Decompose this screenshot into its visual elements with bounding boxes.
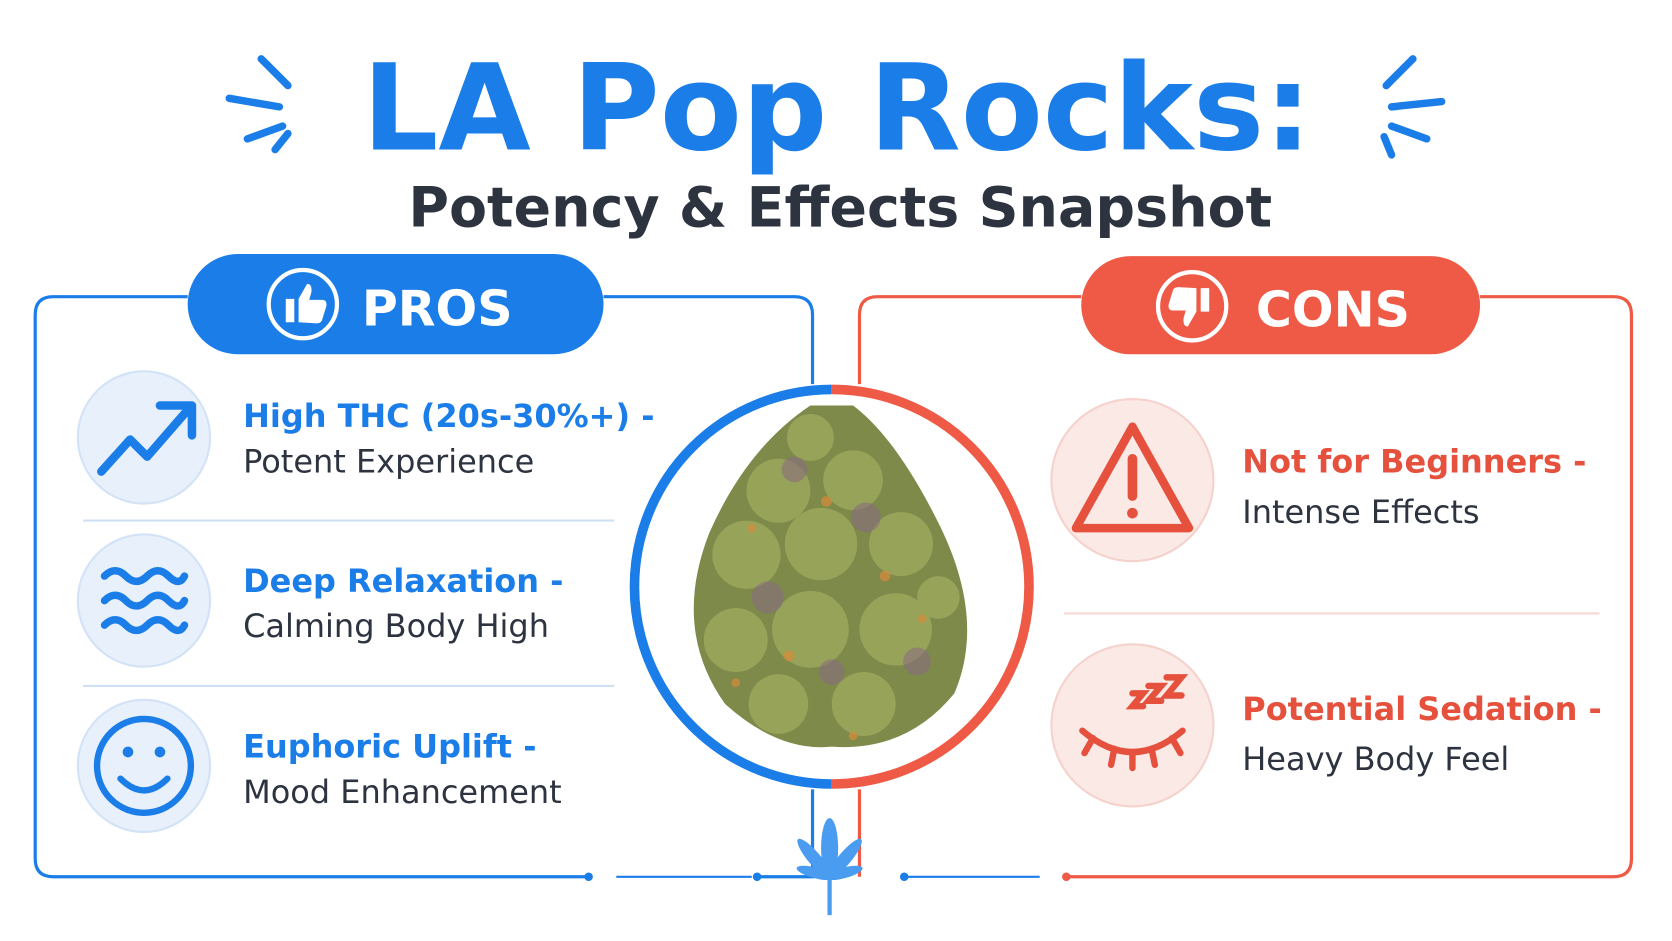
trend-icon xyxy=(97,401,197,476)
con-text: Heavy Body Feel xyxy=(1242,740,1509,778)
thumbs-up-icon xyxy=(285,283,327,324)
dot xyxy=(584,872,593,882)
con-title: Not for Beginners - xyxy=(1242,443,1586,481)
center-arc-red xyxy=(831,384,1034,789)
cannabis-bud xyxy=(693,405,968,748)
leaf-icon xyxy=(796,818,863,916)
con-text: Intense Effects xyxy=(1242,493,1479,531)
cons-border xyxy=(1066,295,1634,879)
pro-text: Calming Body High xyxy=(243,607,549,645)
pro-title: Euphoric Uplift - xyxy=(243,727,536,765)
pro-title: High THC (20s-30%+) - xyxy=(243,397,654,435)
pro-title: Deep Relaxation - xyxy=(243,562,563,600)
cons-pill xyxy=(1081,256,1481,355)
pros-pill xyxy=(187,254,604,355)
waves-icon xyxy=(100,567,189,635)
smile-icon xyxy=(154,746,166,758)
smile-icon xyxy=(93,715,195,816)
pro-text: Mood Enhancement xyxy=(243,773,562,811)
pros-label: PROS xyxy=(362,279,513,337)
sparkles xyxy=(225,55,1446,159)
dot xyxy=(1062,872,1071,882)
pro-text: Potent Experience xyxy=(243,443,534,481)
cons-border xyxy=(857,295,1082,877)
warning-icon xyxy=(1071,422,1194,533)
thumbs-up-icon xyxy=(266,267,340,341)
dot xyxy=(899,872,909,882)
smile-icon xyxy=(122,746,134,758)
con-title: Potential Sedation - xyxy=(1242,690,1602,728)
cons-label: CONS xyxy=(1256,281,1410,339)
warning-icon xyxy=(1127,507,1138,519)
sleep-icon xyxy=(1079,674,1189,772)
thumbs-down-icon xyxy=(1155,270,1229,343)
center-arc-blue xyxy=(629,384,832,789)
pros-border xyxy=(33,295,589,879)
dot xyxy=(752,872,762,882)
subtitle: Potency & Effects Snapshot xyxy=(408,176,1272,240)
thumbs-down-icon xyxy=(1168,287,1210,327)
title: LA Pop Rocks: xyxy=(362,40,1312,179)
